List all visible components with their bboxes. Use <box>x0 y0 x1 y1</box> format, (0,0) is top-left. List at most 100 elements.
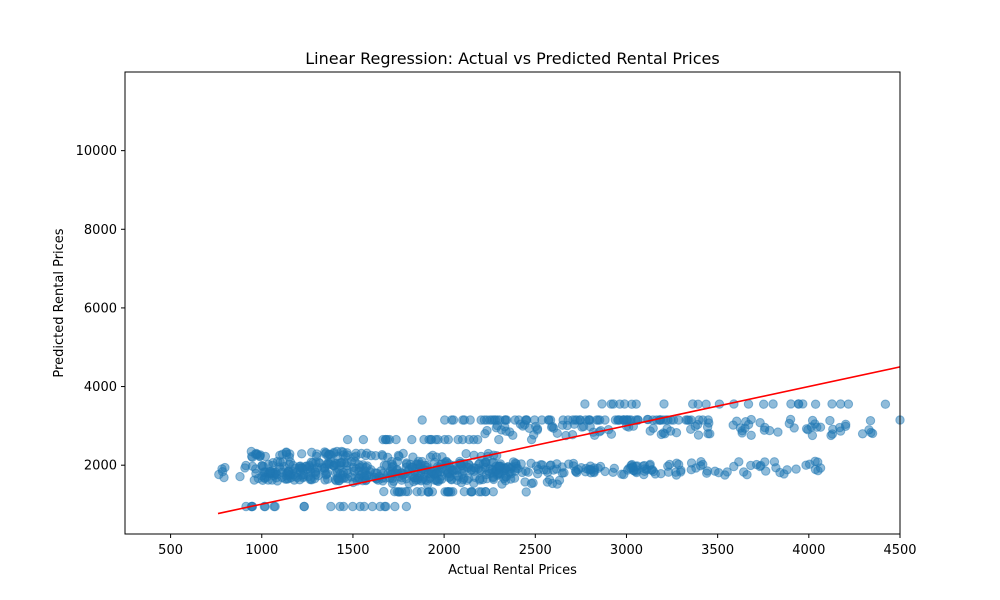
y-axis-title: Predicted Rental Prices <box>52 228 67 377</box>
data-point <box>737 428 747 438</box>
data-point <box>457 434 468 445</box>
data-point <box>277 472 287 483</box>
data-point <box>665 426 676 436</box>
data-point <box>392 487 403 497</box>
data-point <box>742 470 752 480</box>
data-point <box>646 465 657 475</box>
data-point <box>521 487 531 497</box>
x-tick-label: 1500 <box>336 543 369 558</box>
data-point <box>743 399 754 409</box>
data-point <box>720 470 730 480</box>
data-point <box>412 487 422 497</box>
data-point <box>810 399 821 409</box>
data-point <box>648 423 658 433</box>
data-point <box>419 434 429 445</box>
data-point <box>779 469 789 479</box>
data-point <box>390 501 400 512</box>
plot-area-frame <box>124 71 901 535</box>
data-point <box>595 415 605 425</box>
data-point <box>626 463 636 473</box>
data-point <box>393 450 404 461</box>
data-point <box>693 430 704 440</box>
x-tick-label: 4500 <box>883 543 916 558</box>
data-point <box>843 399 854 409</box>
data-point <box>523 467 533 477</box>
x-tick-label: 3000 <box>610 543 643 558</box>
data-point <box>746 460 756 471</box>
y-tick-label: 2000 <box>84 459 117 474</box>
data-point <box>552 479 562 489</box>
data-point <box>494 434 504 445</box>
data-point <box>756 460 766 471</box>
data-point <box>786 399 796 409</box>
data-point <box>281 448 291 458</box>
x-tick-label: 3500 <box>701 543 734 558</box>
data-point <box>815 463 826 473</box>
data-point <box>880 399 891 409</box>
data-point <box>440 415 450 425</box>
data-point <box>503 462 513 472</box>
data-point <box>407 462 417 472</box>
data-point <box>532 425 543 435</box>
data-point <box>674 459 684 470</box>
x-axis-ticks: 500 1000 1500 2000 2500 3000 3500 4000 4500 <box>158 534 917 558</box>
data-point <box>510 466 520 476</box>
data-point <box>444 472 454 483</box>
data-point <box>865 416 876 426</box>
data-point <box>407 434 417 445</box>
data-point <box>510 415 520 425</box>
data-point <box>695 461 706 471</box>
data-point <box>249 475 260 485</box>
data-point <box>367 501 378 512</box>
regression-line-group <box>217 366 901 515</box>
data-point <box>417 415 427 425</box>
data-point <box>864 425 874 435</box>
y-tick-label: 8000 <box>84 223 117 238</box>
data-point <box>490 415 501 425</box>
data-point <box>600 466 610 477</box>
data-point <box>597 399 607 409</box>
x-tick-label: 4000 <box>792 543 825 558</box>
y-tick-label: 6000 <box>84 301 117 316</box>
data-point <box>684 415 694 425</box>
data-point <box>408 452 418 462</box>
data-point <box>580 399 590 409</box>
data-point <box>516 459 526 469</box>
data-point <box>496 425 507 435</box>
data-point <box>759 399 769 409</box>
data-point <box>482 425 492 436</box>
data-point <box>741 417 751 427</box>
data-point <box>729 461 739 472</box>
data-point <box>627 399 637 409</box>
data-point <box>559 468 569 478</box>
data-point <box>801 424 812 434</box>
data-point <box>269 501 279 512</box>
data-point <box>351 448 361 458</box>
data-point <box>693 399 703 409</box>
chart-title: Linear Regression: Actual vs Predicted R… <box>305 49 719 68</box>
data-point <box>322 459 332 470</box>
data-point <box>613 415 623 425</box>
data-point <box>465 415 475 425</box>
data-point <box>552 428 562 438</box>
data-point <box>798 399 808 409</box>
data-point <box>746 430 756 440</box>
data-point <box>617 469 627 479</box>
data-point <box>265 466 275 476</box>
data-point <box>332 467 343 477</box>
data-point <box>791 464 801 474</box>
data-point <box>469 434 479 445</box>
data-point <box>246 446 257 457</box>
data-point <box>366 465 376 475</box>
data-point <box>702 422 713 432</box>
regression-line <box>217 366 901 515</box>
data-point <box>448 465 458 475</box>
data-point <box>235 471 245 482</box>
data-point <box>773 427 783 437</box>
data-point <box>310 466 320 477</box>
data-point <box>379 486 389 497</box>
data-point <box>528 478 538 488</box>
data-point <box>401 501 412 512</box>
data-point <box>469 466 479 476</box>
